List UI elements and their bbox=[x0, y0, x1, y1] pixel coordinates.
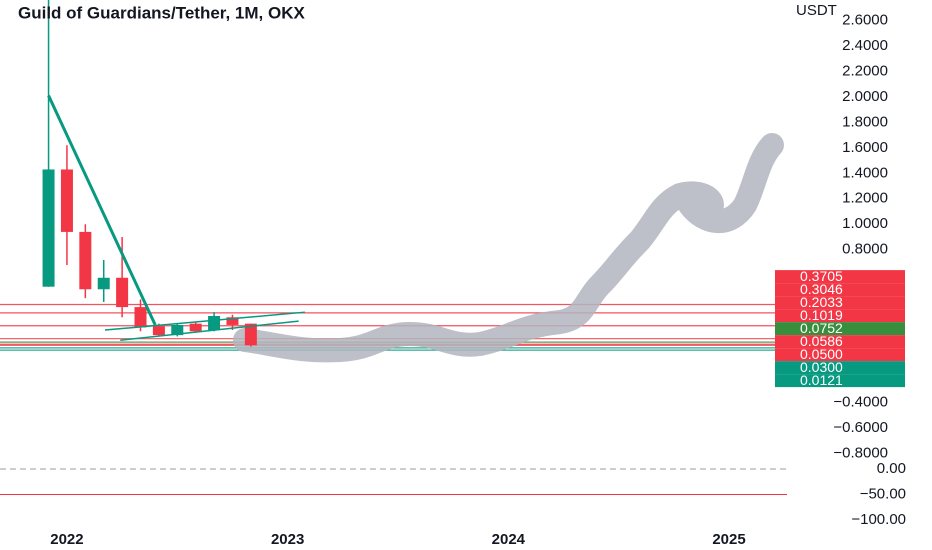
y-tick-label: −0.8000 bbox=[833, 445, 888, 462]
y-tick-label: 1.8000 bbox=[842, 113, 888, 130]
y-tick-label: 1.0000 bbox=[842, 215, 888, 232]
price-labels: 0.37050.30460.20330.10190.07520.05860.05… bbox=[775, 268, 905, 388]
indicator-tick-label: 0.00 bbox=[877, 460, 906, 477]
price-label: 0.1019 bbox=[800, 307, 843, 323]
y-tick-label: −0.4000 bbox=[833, 394, 888, 411]
candle-body bbox=[208, 316, 221, 331]
y-tick-label: 1.6000 bbox=[842, 139, 888, 156]
y-tick-label: 0.8000 bbox=[842, 241, 888, 258]
candle-body bbox=[97, 277, 110, 290]
axis-unit: USDT bbox=[796, 2, 837, 19]
brush-drawing bbox=[233, 133, 784, 363]
trendline bbox=[120, 320, 299, 341]
indicator-tick-label: −100.00 bbox=[851, 511, 906, 528]
candle-body bbox=[42, 169, 55, 287]
price-label-box bbox=[775, 361, 905, 375]
price-label-box bbox=[775, 335, 905, 349]
x-tick-label: 2025 bbox=[712, 531, 745, 548]
price-label-box bbox=[775, 283, 905, 297]
candle-body bbox=[244, 323, 257, 346]
trendline bbox=[47, 94, 157, 326]
price-label: 0.0121 bbox=[800, 372, 843, 388]
y-tick-label: 2.0000 bbox=[842, 88, 888, 105]
trendlines bbox=[47, 94, 305, 341]
x-tick-label: 2023 bbox=[271, 531, 304, 548]
candle-body bbox=[171, 324, 184, 336]
price-label-box bbox=[775, 322, 905, 336]
price-axis: 2.6000 2.4000 2.2000 2.0000 1.8000 1.6000 1.40… bbox=[833, 11, 906, 528]
candle-body bbox=[116, 277, 129, 308]
candle-body bbox=[152, 326, 165, 336]
price-label: 0.0586 bbox=[800, 333, 843, 349]
candles bbox=[42, 0, 257, 347]
price-label-box bbox=[775, 348, 905, 362]
y-tick-label: −0.6000 bbox=[833, 419, 888, 436]
price-label-box bbox=[775, 296, 905, 310]
price-label-box bbox=[775, 309, 905, 323]
price-label: 0.0300 bbox=[800, 359, 843, 375]
x-tick-label: 2024 bbox=[492, 531, 526, 548]
price-label: 0.0500 bbox=[800, 346, 843, 362]
indicator-tick-label: −50.00 bbox=[860, 485, 906, 502]
y-tick-label: 1.4000 bbox=[842, 164, 888, 181]
y-tick-label: 1.2000 bbox=[842, 190, 888, 207]
candle-body bbox=[189, 323, 202, 332]
y-tick-label: 2.4000 bbox=[842, 37, 888, 54]
candle-body bbox=[134, 307, 147, 328]
candle-body bbox=[60, 169, 73, 232]
price-label-box bbox=[775, 374, 905, 388]
price-label: 0.3046 bbox=[800, 281, 843, 297]
y-tick-label: 2.6000 bbox=[842, 11, 888, 28]
price-label-box bbox=[775, 270, 905, 284]
candle-body bbox=[226, 317, 239, 325]
price-label: 0.2033 bbox=[800, 294, 843, 310]
candle-body bbox=[79, 231, 92, 290]
x-tick-label: 2022 bbox=[50, 531, 83, 548]
trendline bbox=[104, 311, 305, 331]
price-label: 0.0752 bbox=[800, 320, 843, 336]
indicator-pane bbox=[0, 468, 787, 495]
time-axis: 2022 2023 2024 2025 bbox=[50, 531, 745, 548]
price-label: 0.3705 bbox=[800, 268, 843, 284]
y-tick-label: 2.2000 bbox=[842, 62, 888, 79]
chart-title: Guild of Guardians/Tether, 1M, OKX bbox=[18, 3, 305, 22]
